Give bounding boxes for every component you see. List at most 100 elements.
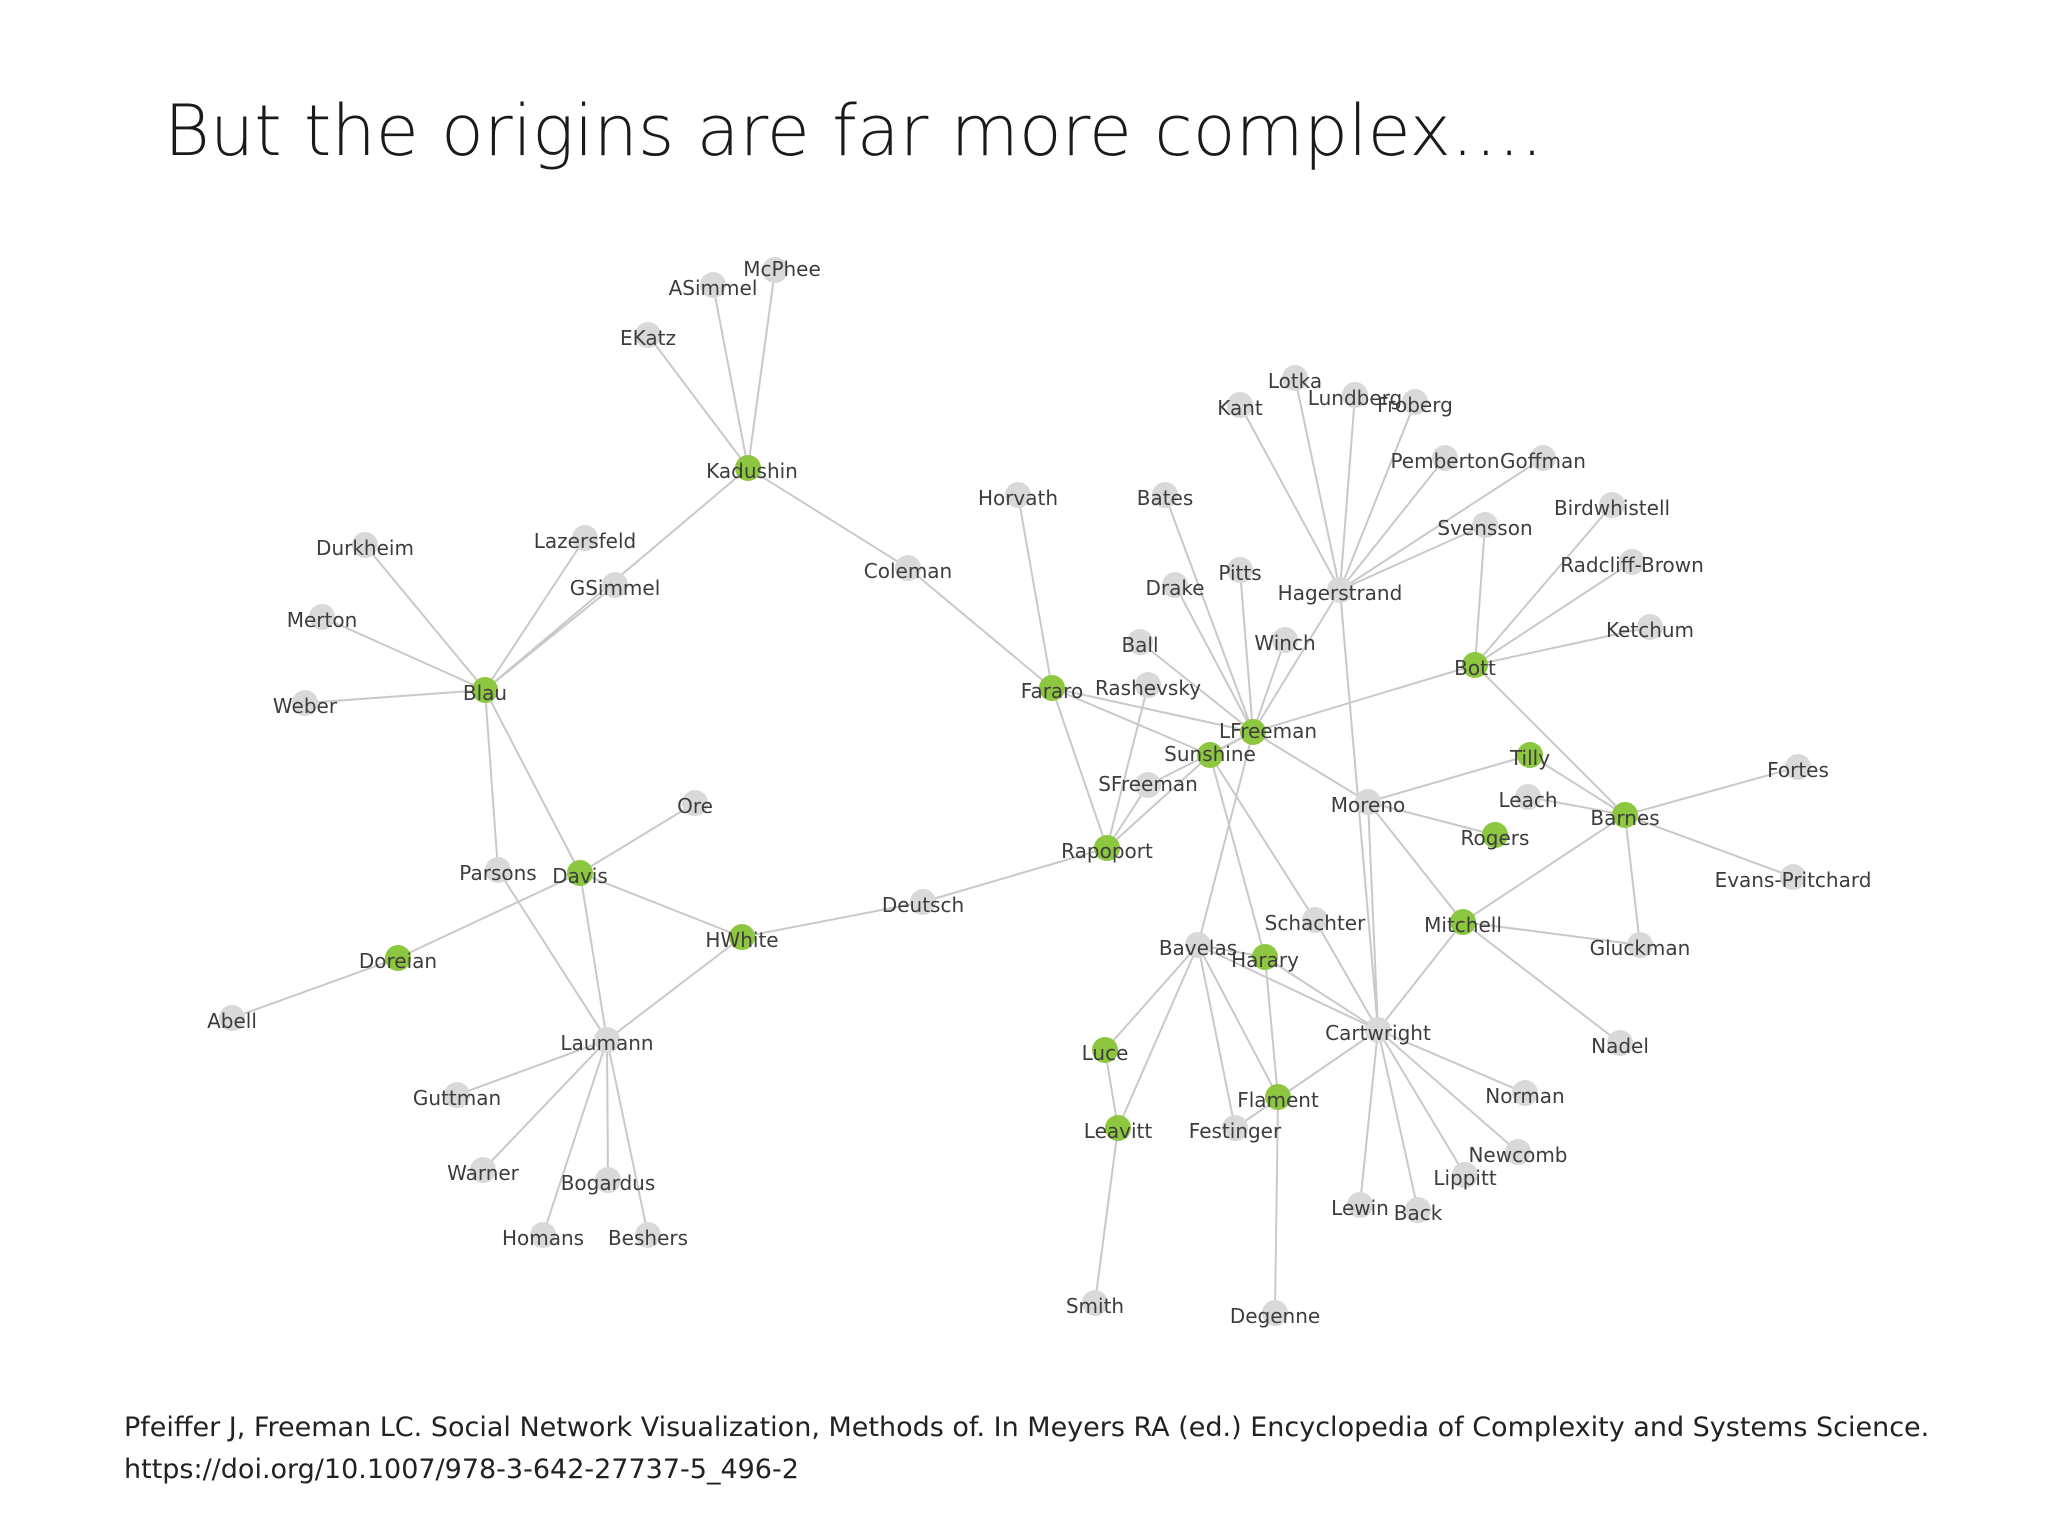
node-label-luce: Luce xyxy=(1082,1041,1129,1065)
edge-lazersfeld-blau xyxy=(484,537,586,691)
node-label-evanspritchard: Evans-Pritchard xyxy=(1715,868,1872,892)
node-rashevsky xyxy=(1135,672,1161,698)
node-label-guttman: Guttman xyxy=(413,1086,501,1110)
node-label-beshers: Beshers xyxy=(608,1226,688,1250)
edge-bavelas-luce xyxy=(1104,944,1199,1051)
node-label-cartwright: Cartwright xyxy=(1325,1021,1431,1045)
node-froberg xyxy=(1402,389,1428,415)
edge-leach-barnes xyxy=(1527,796,1626,816)
node-beshers xyxy=(635,1222,661,1248)
edge-ketchum-bott xyxy=(1474,626,1651,666)
node-label-radcliffbrown: Radcliff-Brown xyxy=(1560,553,1704,577)
citation-doi: https://doi.org/10.1007/978-3-642-27737-… xyxy=(124,1454,799,1485)
node-label-svensson: Svensson xyxy=(1437,516,1532,540)
edge-barnes-gluckman xyxy=(1624,814,1641,946)
edge-flament-degenne xyxy=(1274,1096,1279,1314)
node-label-pemberton: Pemberton xyxy=(1390,449,1499,473)
slide-title: But the origins are far more complex…. xyxy=(164,90,1544,172)
node-lippitt xyxy=(1452,1162,1478,1188)
node-label-fararo: Fararo xyxy=(1021,679,1083,703)
edge-rapoport-deutsch xyxy=(922,847,1108,903)
node-homans xyxy=(530,1222,556,1248)
node-label-birdwhistell: Birdwhistell xyxy=(1554,496,1670,520)
edge-svensson-bott xyxy=(1474,524,1486,666)
edge-drake-lfreeman xyxy=(1174,584,1254,733)
edge-bavelas-festinger xyxy=(1197,944,1236,1129)
node-label-kant: Kant xyxy=(1217,396,1263,420)
node-back xyxy=(1405,1197,1431,1223)
edge-harary-cartwright xyxy=(1264,956,1379,1031)
node-label-back: Back xyxy=(1394,1201,1443,1225)
node-label-leavitt: Leavitt xyxy=(1084,1119,1153,1143)
node-schachter xyxy=(1302,907,1328,933)
citation: Pfeiffer J, Freeman LC. Social Network V… xyxy=(124,1407,2004,1491)
node-bavelas xyxy=(1185,932,1211,958)
node-durkheim xyxy=(352,532,378,558)
node-label-lotka: Lotka xyxy=(1268,369,1322,393)
edge-bott-barnes xyxy=(1474,664,1626,816)
edge-mitchell-cartwright xyxy=(1377,921,1464,1031)
node-deutsch xyxy=(910,889,936,915)
node-newcomb xyxy=(1505,1139,1531,1165)
node-label-smith: Smith xyxy=(1066,1294,1124,1318)
edge-sunshine-schachter xyxy=(1209,754,1316,921)
node-label-newcomb: Newcomb xyxy=(1468,1143,1567,1167)
edge-gsimmel-blau xyxy=(484,584,616,691)
edge-barnes-mitchell xyxy=(1462,814,1626,923)
node-drake xyxy=(1162,572,1188,598)
edge-laumann-warner xyxy=(482,1039,608,1171)
edge-blau-davis xyxy=(484,689,581,874)
node-label-bates: Bates xyxy=(1137,486,1194,510)
node-label-hwhite: HWhite xyxy=(705,928,778,952)
edge-pemberton-hagerstrand xyxy=(1339,457,1446,591)
node-bott xyxy=(1462,652,1488,678)
node-label-gsimmel: GSimmel xyxy=(570,576,661,600)
edge-lfreeman-moreno xyxy=(1252,731,1369,803)
edge-deutsch-hwhite xyxy=(741,901,924,938)
edge-harary-flament xyxy=(1264,956,1279,1098)
node-nadel xyxy=(1607,1030,1633,1056)
edge-froberg-hagerstrand xyxy=(1339,401,1416,591)
node-merton xyxy=(309,604,335,630)
node-harary xyxy=(1252,944,1278,970)
node-svensson xyxy=(1472,512,1498,538)
node-lotka xyxy=(1282,365,1308,391)
node-layer xyxy=(219,257,1811,1326)
node-label-homans: Homans xyxy=(502,1226,584,1250)
edge-mcphee-kadushin xyxy=(747,269,776,469)
node-label-laumann: Laumann xyxy=(560,1031,653,1055)
node-label-asimmel: ASimmel xyxy=(669,276,758,300)
node-mitchell xyxy=(1450,909,1476,935)
node-laumann xyxy=(594,1027,620,1053)
edge-cartwright-back xyxy=(1377,1029,1419,1211)
node-davis xyxy=(567,860,593,886)
node-label-harary: Harary xyxy=(1231,948,1299,972)
edge-coleman-fararo xyxy=(907,567,1053,689)
edge-layer xyxy=(231,269,1799,1314)
node-evanspritchard xyxy=(1780,864,1806,890)
edge-schachter-cartwright xyxy=(1314,919,1379,1031)
node-label-deutsch: Deutsch xyxy=(882,893,964,917)
node-warner xyxy=(470,1157,496,1183)
edge-lfreeman-bavelas xyxy=(1197,731,1254,946)
edge-davis-doreian xyxy=(397,872,581,959)
edge-asimmel-kadushin xyxy=(712,284,749,469)
node-parsons xyxy=(485,857,511,883)
node-label-blau: Blau xyxy=(463,681,507,705)
node-label-lewin: Lewin xyxy=(1331,1196,1389,1220)
edge-cartwright-lippitt xyxy=(1377,1029,1466,1176)
edge-fararo-sunshine xyxy=(1051,687,1211,756)
edge-bott-lfreeman xyxy=(1252,664,1476,733)
node-radcliffbrown xyxy=(1619,549,1645,575)
node-moreno xyxy=(1355,789,1381,815)
edge-mitchell-nadel xyxy=(1462,921,1621,1044)
node-label-doreian: Doreian xyxy=(359,949,437,973)
edge-laumann-beshers xyxy=(606,1039,649,1236)
node-goffman xyxy=(1530,445,1556,471)
node-mcphee xyxy=(762,257,788,283)
node-label-fortes: Fortes xyxy=(1767,758,1829,782)
node-luce xyxy=(1092,1037,1118,1063)
node-weber xyxy=(292,690,318,716)
node-blau xyxy=(472,677,498,703)
